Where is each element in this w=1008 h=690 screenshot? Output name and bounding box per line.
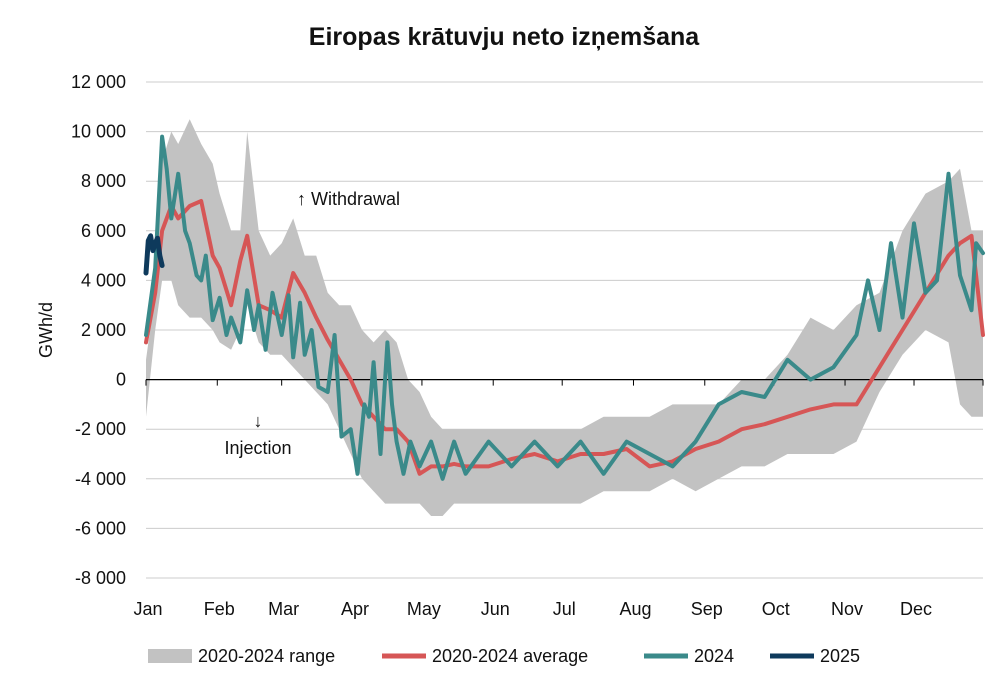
legend-label-2024: 2024 (694, 646, 734, 666)
legend: 2020-2024 range 2020-2024 average 2024 2… (148, 646, 860, 666)
series-line (144, 134, 985, 481)
x-tick-label: Aug (619, 599, 651, 619)
series-line (144, 199, 985, 476)
y-axis-label: GWh/d (36, 302, 56, 358)
y-tick-label: 6 000 (81, 221, 126, 241)
x-tick-label: Mar (268, 599, 299, 619)
x-tick-label: Sep (691, 599, 723, 619)
series-line (143, 233, 165, 276)
y-tick-label: 12 000 (71, 72, 126, 92)
y-tick-label: 0 (116, 370, 126, 390)
x-tick-label: Dec (900, 599, 932, 619)
legend-label-range: 2020-2024 range (198, 646, 335, 666)
x-tick-label: May (407, 599, 441, 619)
plot-area (143, 119, 985, 516)
y-tick-label: 8 000 (81, 171, 126, 191)
x-tick-label: Apr (341, 599, 369, 619)
x-tick-label: Feb (204, 599, 235, 619)
x-tick-label: Jul (553, 599, 576, 619)
y-tick-label: 10 000 (71, 122, 126, 142)
y-tick-label: 4 000 (81, 270, 126, 290)
y-tick-label: 2 000 (81, 320, 126, 340)
annotation-injection-arrow: ↓ (254, 411, 263, 431)
y-tick-labels: 12 000 10 000 8 000 6 000 4 000 2 000 0 -2 000 -… (71, 72, 126, 588)
x-tick-label: Jan (133, 599, 162, 619)
x-tick-label: Nov (831, 599, 863, 619)
y-tick-label: -4 000 (75, 469, 126, 489)
x-tick-label: Oct (762, 599, 790, 619)
annotation-withdrawal: ↑ Withdrawal (297, 189, 400, 209)
y-tick-label: -8 000 (75, 568, 126, 588)
x-tick-label: Jun (481, 599, 510, 619)
y-tick-label: -6 000 (75, 518, 126, 538)
chart-title: Eiropas krātuvju neto izņemšana (309, 23, 700, 51)
legend-label-2025: 2025 (820, 646, 860, 666)
y-tick-label: -2 000 (75, 419, 126, 439)
annotation-injection: Injection (224, 438, 291, 458)
legend-swatch-range (148, 649, 192, 663)
legend-label-average: 2020-2024 average (432, 646, 588, 666)
x-tick-labels: Jan Feb Mar Apr May Jun Jul Aug Sep Oct Nov Dec (133, 599, 932, 619)
range-band (146, 119, 983, 516)
